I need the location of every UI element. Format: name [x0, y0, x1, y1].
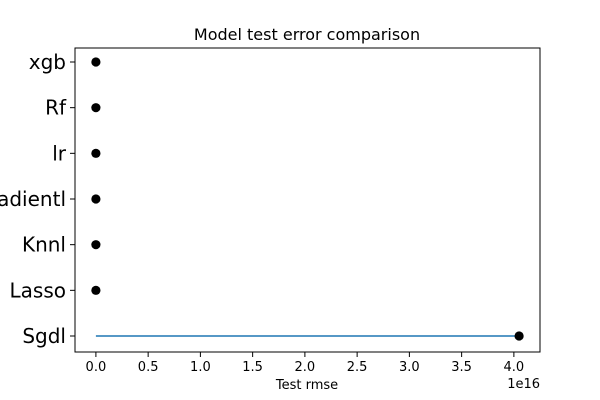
x-tick-label: 4.0	[504, 360, 525, 375]
data-point-rf	[91, 103, 101, 113]
y-tick-label-rf: Rf	[45, 96, 67, 120]
plot-area: 0.0 0.5 1.0 1.5 2.0 2.5 3.0 3.5 4.0 xgb Rf lr adient…	[0, 47, 541, 375]
data-point-lasso	[91, 285, 101, 295]
y-tick-label-knnl: Knnl	[22, 233, 66, 257]
x-tick-label: 3.0	[399, 360, 420, 375]
x-tick-label: 0.5	[138, 360, 159, 375]
y-tick-label-gradientl: adientl	[0, 187, 66, 211]
data-point-gradientl	[91, 194, 101, 204]
y-tick-label-lr: lr	[52, 141, 67, 165]
y-tick-label-lasso: Lasso	[10, 278, 66, 302]
x-tick-label: 1.5	[242, 360, 263, 375]
x-axis-label: Test rmse	[275, 378, 338, 393]
x-tick-label: 3.5	[451, 360, 472, 375]
plot-frame	[74, 47, 541, 353]
x-axis-offset-label: 1e16	[507, 377, 540, 392]
x-tick-label: 1.0	[190, 360, 211, 375]
y-tick-label-xgb: xgb	[29, 50, 66, 74]
data-point-knnl	[91, 240, 101, 250]
x-tick-label: 2.0	[295, 360, 316, 375]
data-point-xgb	[91, 57, 101, 67]
data-point-sgdl	[514, 331, 524, 341]
x-tick-label: 0.0	[86, 360, 107, 375]
y-tick-label-sgdl: Sgdl	[22, 324, 66, 348]
chart-title: Model test error comparison	[194, 25, 420, 44]
x-tick-label: 2.5	[347, 360, 368, 375]
data-point-lr	[91, 148, 101, 158]
